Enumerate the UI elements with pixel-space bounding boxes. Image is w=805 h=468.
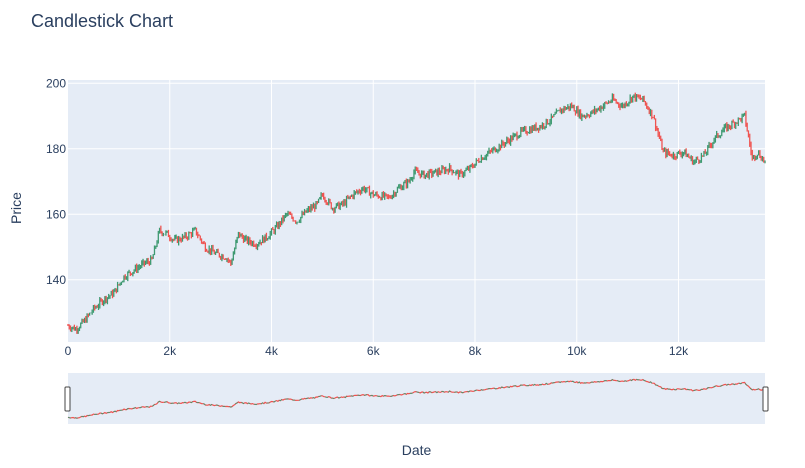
chart-title: Candlestick Chart [31,11,174,31]
x-tick-label: 0 [65,344,72,358]
x-tick-label: 4k [265,344,279,358]
range-slider-trace-up [67,378,766,419]
x-axis-title: Date [401,442,432,458]
y-tick-label: 200 [46,76,66,90]
range-slider-line [67,378,766,419]
x-tick-label: 2k [163,344,177,358]
range-slider[interactable] [68,373,765,424]
x-tick-label: 6k [367,344,381,358]
candles [67,92,766,334]
x-tick-label: 8k [469,344,483,358]
x-tick-label: 10k [567,344,587,358]
y-tick-label: 160 [46,207,66,221]
y-tick-label: 180 [46,142,66,156]
y-tick-label: 140 [46,273,66,287]
x-tick-label: 12k [669,344,689,358]
range-slider-handle-left[interactable] [64,386,71,412]
range-slider-handle-right[interactable] [762,386,769,412]
x-tick-labels: 0 2k 4k 6k 8k 10k 12k [65,344,690,358]
gridlines [68,80,765,342]
y-tick-labels: 140 160 180 200 [46,76,66,287]
plot-area[interactable] [68,80,765,342]
